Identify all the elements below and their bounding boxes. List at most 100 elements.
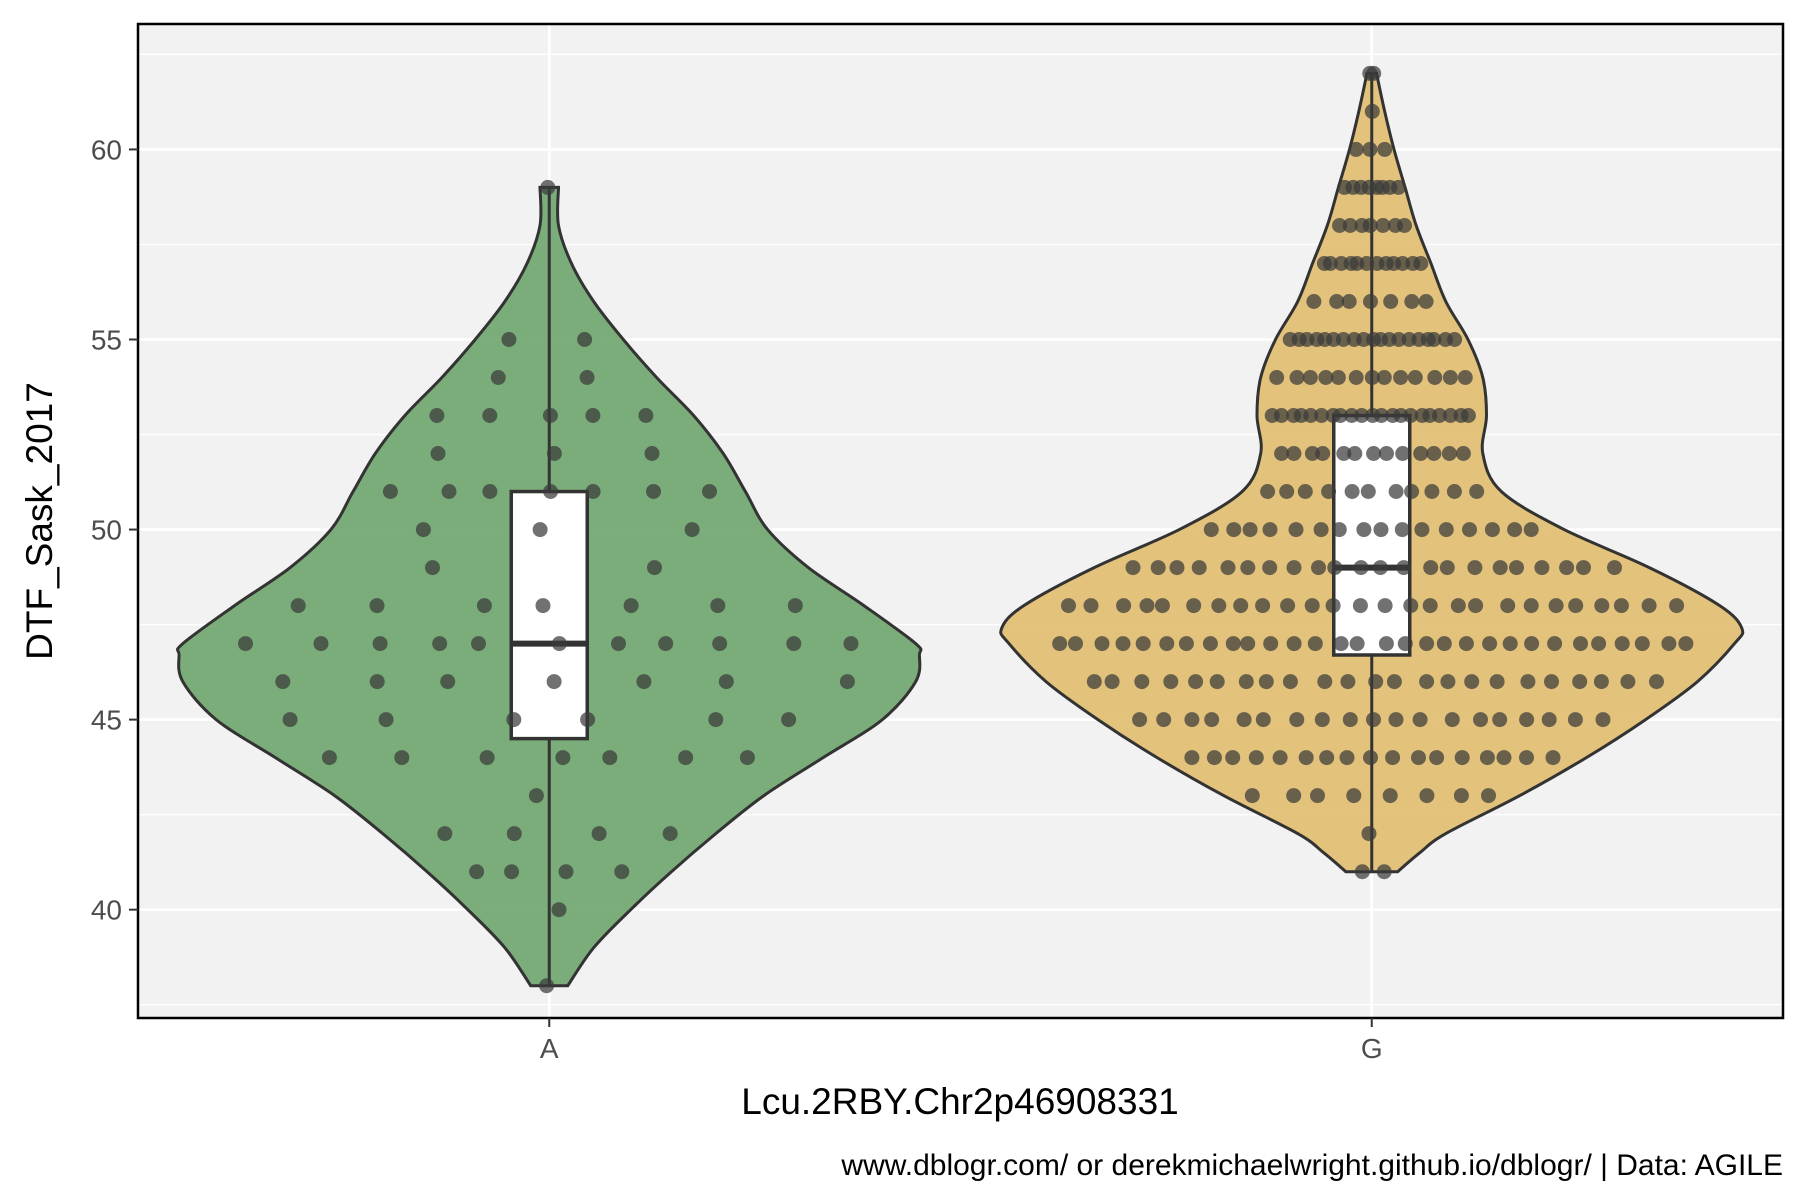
data-point-G	[1376, 370, 1392, 385]
data-point-G	[1492, 560, 1508, 576]
data-point-G	[1191, 560, 1207, 576]
data-point-G	[1372, 560, 1388, 576]
data-point-G	[1454, 750, 1470, 766]
data-point-G	[1313, 522, 1329, 538]
data-point-G	[1336, 446, 1352, 461]
data-point-G	[1595, 712, 1611, 728]
data-point-A	[786, 636, 802, 652]
data-point-G	[1489, 674, 1505, 690]
data-point-A	[441, 484, 457, 499]
data-point-G	[1366, 65, 1382, 81]
data-point-G	[1534, 560, 1550, 576]
data-point-G	[1403, 408, 1419, 423]
data-point-A	[577, 332, 593, 347]
data-point-G	[1238, 674, 1254, 690]
data-point-G	[1318, 370, 1334, 385]
data-point-G	[1441, 446, 1457, 461]
data-point-G	[1462, 522, 1477, 538]
data-point-G	[1202, 636, 1218, 652]
data-point-G	[1414, 522, 1430, 538]
data-point-G	[1116, 598, 1132, 614]
panel-border	[136, 22, 1785, 1020]
data-point-A	[636, 674, 652, 690]
data-point-G	[1188, 674, 1204, 690]
data-point-G	[1397, 218, 1412, 233]
data-point-G	[1391, 332, 1407, 347]
data-point-G	[1424, 484, 1440, 499]
data-point-G	[1404, 294, 1420, 309]
data-point-G	[1391, 179, 1406, 195]
data-point-A	[580, 712, 596, 728]
data-point-G	[1262, 560, 1278, 576]
data-point-G	[1353, 560, 1369, 576]
data-point-G	[1593, 674, 1609, 690]
y-axis-title: DTF_Sask_2017	[19, 382, 60, 660]
data-point-G	[1347, 446, 1363, 461]
data-point-G	[1240, 560, 1256, 576]
data-point-G	[1669, 598, 1685, 614]
data-point-G	[1368, 674, 1384, 690]
data-point-G	[1373, 408, 1389, 423]
data-point-A	[321, 750, 337, 766]
data-point-G	[1306, 294, 1322, 309]
data-point-A	[275, 674, 291, 690]
data-point-A	[539, 978, 555, 994]
data-point-G	[1620, 674, 1636, 690]
data-point-G	[1263, 636, 1279, 652]
data-point-G	[1436, 636, 1452, 652]
y-tick-label: 60	[91, 134, 122, 165]
data-point-A	[394, 750, 410, 766]
x-axis-title: Lcu.2RBY.Chr2p46908331	[741, 1081, 1179, 1122]
data-point-G	[1317, 674, 1333, 690]
data-point-A	[646, 484, 661, 499]
data-point-G	[1429, 750, 1445, 766]
data-point-A	[432, 636, 448, 652]
data-point-G	[1382, 788, 1398, 804]
y-axis: 40 45 50 55 60	[91, 134, 138, 926]
data-point-A	[602, 750, 618, 766]
data-point-G	[1068, 636, 1083, 652]
data-point-A	[611, 636, 626, 652]
data-point-G	[1346, 788, 1362, 804]
data-point-A	[551, 636, 567, 652]
data-point-G	[1440, 674, 1456, 690]
data-point-A	[429, 408, 445, 423]
data-point-G	[1297, 484, 1313, 499]
data-point-G	[1458, 636, 1474, 652]
data-point-G	[1613, 598, 1629, 614]
data-point-G	[1288, 522, 1304, 538]
data-point-G	[1492, 712, 1508, 728]
data-point-G	[1335, 332, 1351, 347]
data-point-G	[1255, 598, 1271, 614]
data-point-G	[1362, 218, 1378, 233]
data-point-G	[1286, 788, 1302, 804]
data-point-G	[1634, 636, 1650, 652]
data-point-A	[528, 788, 544, 804]
data-point-G	[1678, 636, 1694, 652]
data-point-G	[1576, 560, 1591, 576]
data-point-A	[678, 750, 694, 766]
data-point-A	[546, 446, 562, 461]
data-point-G	[1373, 522, 1389, 538]
data-point-G	[1661, 636, 1677, 652]
data-point-A	[579, 370, 595, 385]
data-point-G	[1377, 598, 1393, 614]
data-point-A	[702, 484, 717, 499]
data-point-G	[1314, 712, 1330, 728]
data-point-G	[1520, 674, 1536, 690]
data-point-G	[1614, 636, 1630, 652]
data-point-G	[1519, 750, 1534, 766]
caption: www.dblogr.com/ or derekmichaelwright.gi…	[840, 1149, 1783, 1182]
data-point-G	[1248, 750, 1264, 766]
data-point-G	[1442, 370, 1458, 385]
data-point-G	[1083, 598, 1099, 614]
data-point-G	[1279, 484, 1295, 499]
data-point-A	[415, 522, 431, 538]
data-point-G	[1342, 712, 1358, 728]
data-point-G	[1204, 712, 1220, 728]
data-point-G	[1132, 712, 1148, 728]
data-point-A	[382, 484, 398, 499]
data-point-A	[482, 408, 498, 423]
data-point-G	[1206, 750, 1222, 766]
data-point-G	[1348, 141, 1364, 157]
